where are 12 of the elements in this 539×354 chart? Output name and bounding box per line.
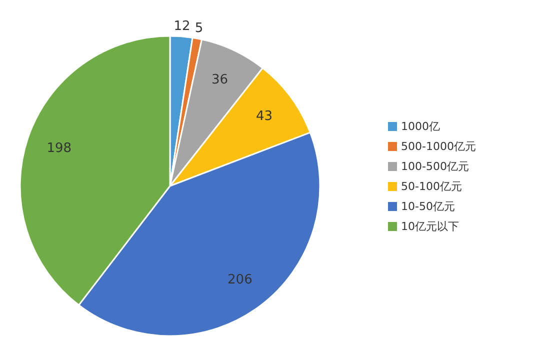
legend-label: 100-500亿元 bbox=[401, 160, 469, 173]
data-label: 12 bbox=[174, 18, 190, 34]
data-label: 43 bbox=[256, 109, 272, 124]
data-label: 5 bbox=[194, 21, 204, 36]
data-label: 198 bbox=[46, 140, 72, 156]
legend-label: 1000亿 bbox=[401, 120, 440, 133]
data-label: 36 bbox=[212, 72, 228, 88]
data-label: 206 bbox=[228, 272, 252, 288]
legend-label: 50-100亿元 bbox=[401, 180, 462, 193]
legend-label: 500-1000亿元 bbox=[401, 140, 476, 153]
legend-label: 10-50亿元 bbox=[401, 200, 455, 213]
legend-label: 10亿元以下 bbox=[401, 220, 460, 233]
